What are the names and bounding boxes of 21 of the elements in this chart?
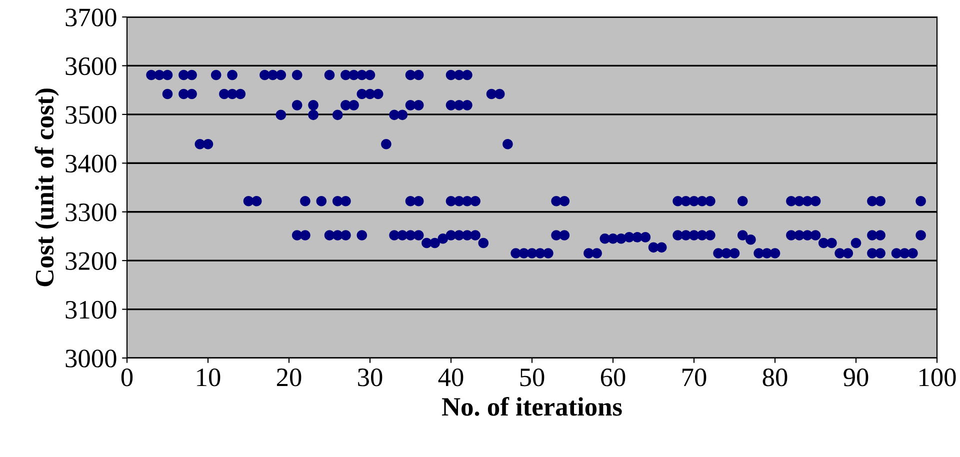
x-tick-label: 30 [358,368,382,386]
y-tick-label: 3000 [66,350,116,368]
x-tick-label: 20 [276,368,302,386]
x-tick-label: 0 [121,368,133,386]
x-tick-label: 100 [920,368,956,386]
x-axis-title: No. of iterations [442,396,622,416]
x-tick-label: 90 [844,368,868,386]
y-tick-label: 3400 [66,154,116,173]
y-tick-label: 3100 [66,300,116,319]
y-tick-label: 3700 [66,8,116,26]
x-tick-label: 40 [438,368,464,386]
x-tick-label: 80 [762,368,788,386]
x-tick-label: 70 [682,368,706,386]
x-tick-label: 50 [520,368,544,386]
x-tick-label: 10 [197,368,220,386]
y-tick-label: 3300 [66,203,116,222]
y-tick-label: 3500 [66,106,116,124]
x-tick-label: 60 [600,368,626,386]
y-axis-title: Cost (unit of cost) [34,88,59,286]
y-tick-label: 3200 [66,252,116,270]
y-tick-label: 3600 [66,57,116,76]
